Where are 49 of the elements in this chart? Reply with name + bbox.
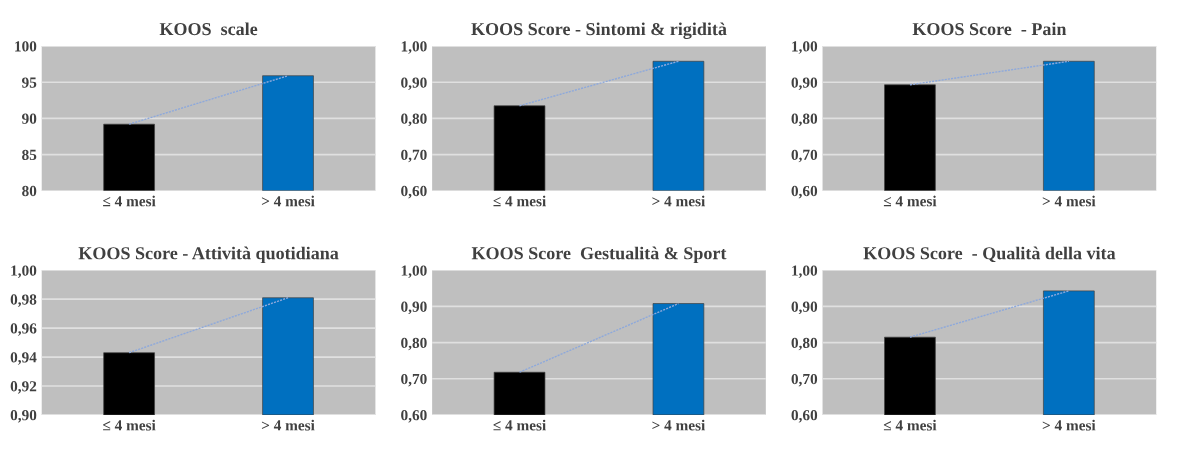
y-tick-label: 0,90	[10, 410, 37, 423]
y-tick-label: 1,00	[792, 41, 818, 54]
y-tick-label: 1,00	[401, 41, 427, 54]
x-tick-label: > 4 mesi	[1042, 419, 1096, 431]
x-tick-label: > 4 mesi	[652, 419, 706, 431]
y-tick-label: 0,60	[791, 185, 818, 199]
y-tick-label: 0,94	[10, 352, 37, 365]
chart-title: KOOS Score - Pain	[912, 22, 1067, 36]
y-tick-label: 80	[22, 185, 37, 197]
y-tick-label: 0,70	[791, 373, 818, 387]
y-tick-label: 0,92	[10, 381, 37, 394]
x-tick-label: > 4 mesi	[652, 195, 706, 207]
y-tick-label: 0,90	[791, 301, 818, 315]
x-tick-label: ≤ 4 mesi	[103, 419, 156, 431]
y-tick-label: 0,60	[791, 410, 818, 423]
chart-title: KOOS Score - Attività quotidiana	[78, 246, 339, 264]
y-tick-label: 0,90	[791, 77, 818, 90]
y-tick-label: 1,00	[11, 265, 37, 278]
y-tick-label: 0,80	[791, 337, 818, 351]
chart-title: KOOS scale	[159, 22, 258, 36]
y-tick-label: 90	[22, 113, 37, 124]
chart-title: KOOS Score - Sintomi & rigidità	[471, 22, 727, 39]
y-tick-label: 0,90	[401, 301, 427, 315]
x-tick-label: > 4 mesi	[261, 195, 315, 207]
x-tick-label: > 4 mesi	[261, 419, 315, 431]
x-tick-label: ≤ 4 mesi	[883, 195, 937, 207]
y-tick-label: 0,96	[10, 323, 37, 336]
y-tick-label: 0,70	[401, 373, 427, 387]
y-tick-label: 0,80	[401, 337, 427, 351]
y-tick-label: 0,70	[791, 149, 818, 163]
y-tick-label: 1,00	[401, 265, 427, 278]
y-tick-label: 100	[15, 41, 37, 52]
x-tick-label: ≤ 4 mesi	[883, 419, 937, 431]
y-tick-label: 0,90	[401, 77, 427, 90]
y-tick-label: 0,60	[401, 185, 427, 199]
y-tick-label: 0,98	[10, 294, 37, 307]
y-tick-label: 0,70	[401, 149, 427, 163]
x-tick-label: ≤ 4 mesi	[103, 195, 156, 207]
y-tick-label: 0,80	[791, 113, 818, 127]
y-tick-label: 95	[22, 77, 37, 88]
x-tick-label: ≤ 4 mesi	[493, 419, 546, 431]
x-tick-label: > 4 mesi	[1042, 195, 1096, 207]
y-tick-label: 0,80	[401, 113, 427, 127]
y-tick-label: 85	[22, 149, 37, 161]
x-tick-label: ≤ 4 mesi	[493, 195, 546, 207]
chart-title: KOOS Score Gestualità & Sport	[471, 246, 727, 264]
chart-title: KOOS Score - Qualità della vita	[863, 246, 1116, 263]
y-tick-label: 0,60	[401, 410, 427, 423]
y-tick-label: 1,00	[792, 265, 818, 278]
